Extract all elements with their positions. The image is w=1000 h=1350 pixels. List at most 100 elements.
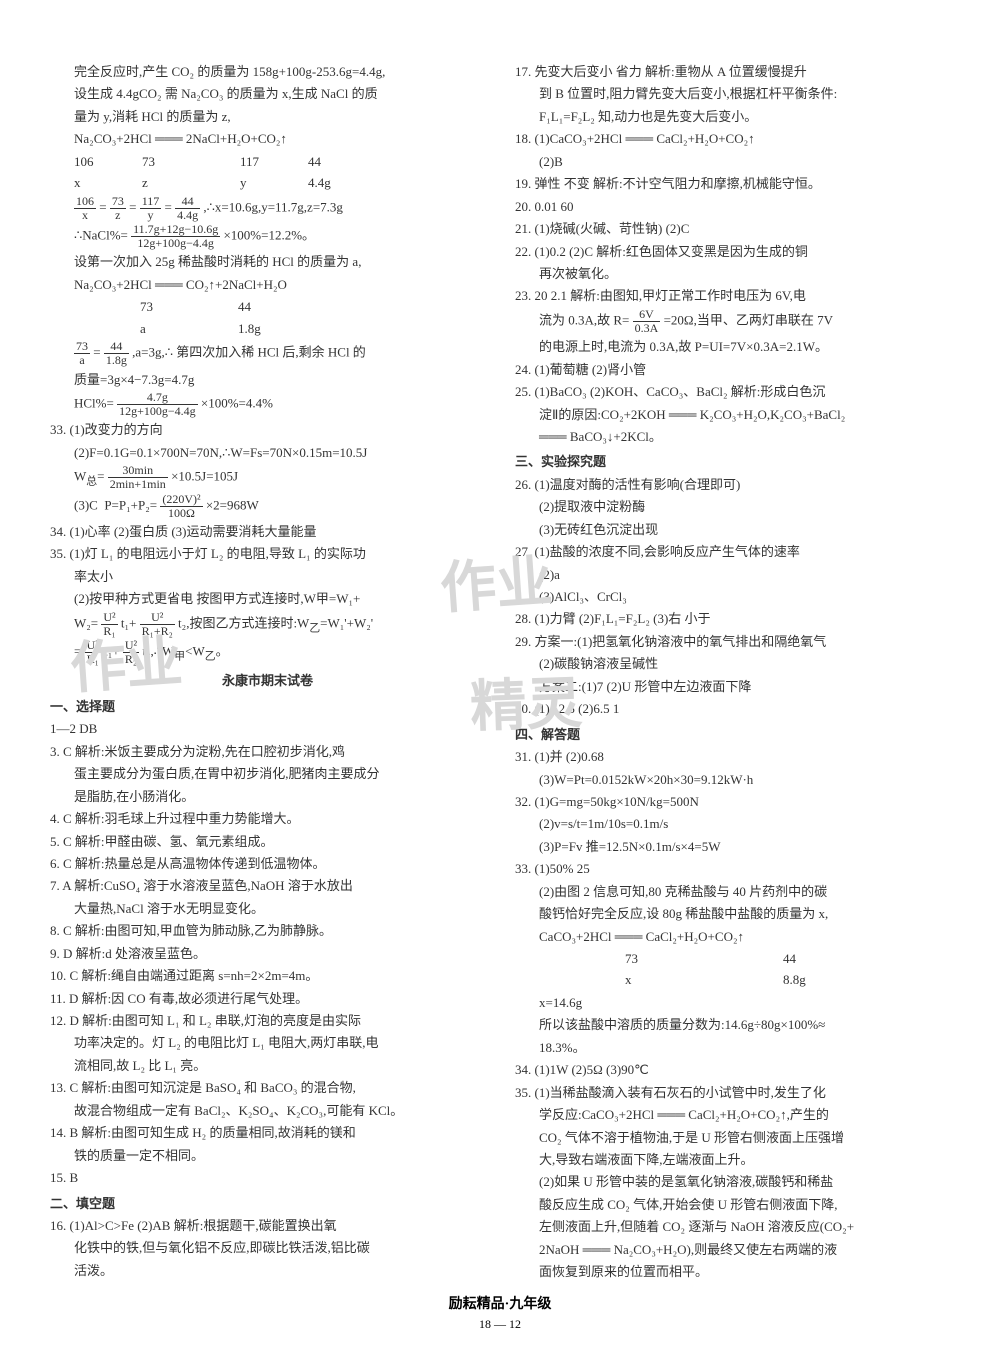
text-line: (2)按甲种方式更省电 按图甲方式连接时,W甲=W₁+ [50, 588, 485, 609]
value: 73 [625, 948, 665, 969]
answer-item: 35. (1)当稀盐酸滴入装有石灰石的小试管中时,发生了化 [515, 1082, 950, 1103]
equation: ∴NaCl%= 11.7g+12g−10.6g12g+100g−4.4g ×10… [50, 223, 485, 250]
answer-item: 33. (1)50% 25 [515, 858, 950, 879]
text-line: (2)提取液中淀粉酶 [515, 496, 950, 517]
answer-item: 3. C 解析:米饭主要成分为淀粉,先在口腔初步消化,鸡 [50, 741, 485, 762]
value: a [140, 318, 180, 339]
text-line: 大,导致右端液面下降,左端液面上升。 [515, 1149, 950, 1170]
text-line: F₁L₁=F₂L₂ 知,动力也是先变大后变小。 [515, 106, 950, 127]
text-line: 化铁中的铁,但与氧化铝不反应,即碳比铁活泼,铝比碳 [50, 1237, 485, 1258]
text-line: (2)a [515, 564, 950, 585]
text-line: (3)AlCl₃、CrCl₃ [515, 586, 950, 607]
text-line: CO₂ 气体不溶于植物油,于是 U 形管右侧液面上压强增 [515, 1127, 950, 1148]
value: y [240, 172, 280, 193]
answer-item: 33. (1)改变力的方向 [50, 419, 485, 440]
text-line: (2)碳酸钠溶液呈碱性 [515, 653, 950, 674]
text-line: 蛋主要成分为蛋白质,在胃中初步消化,肥猪肉主要成分 [50, 763, 485, 784]
equation: (3)C P=P₁+P₂= (220V)²100Ω ×2=968W [50, 493, 485, 520]
text-line: (2)B [515, 151, 950, 172]
answer-item: 4. C 解析:羽毛球上升过程中重力势能增大。 [50, 808, 485, 829]
text-line: 是脂肪,在小肠消化。 [50, 786, 485, 807]
answer-item: 26. (1)温度对酶的活性有影响(合理即可) [515, 474, 950, 495]
text-line: 设第一次加入 25g 稀盐酸时消耗的 HCl 的质量为 a, [50, 251, 485, 272]
answer-item: 1—2 DB [50, 718, 485, 739]
equation-row: 73 44 [515, 948, 950, 969]
text-line: 18.3%。 [515, 1037, 950, 1058]
answer-item: 6. C 解析:热量总是从高温物体传递到低温物体。 [50, 853, 485, 874]
text-line: (3)W=Pt=0.0152kW×20h×30=9.12kW·h [515, 769, 950, 790]
value: x [74, 172, 114, 193]
value: 44 [238, 296, 278, 317]
text-line: 功率决定的。灯 L₂ 的电阻比灯 L₁ 电阻大,两灯串联,电 [50, 1032, 485, 1053]
section-heading: 三、实验探究题 [515, 451, 950, 472]
answer-item: 9. D 解析:d 处溶液呈蓝色。 [50, 943, 485, 964]
text-line: 的电源上时,电流为 0.3A,故 P=UI=7V×0.3A=2.1W。 [515, 336, 950, 357]
text-line: 左侧液面上升,但随着 CO₂ 逐渐与 NaOH 溶液反应(CO₂+ [515, 1216, 950, 1237]
equation: HCl%= 4.7g12g+100g−4.4g ×100%=4.4% [50, 391, 485, 418]
text-line: 故混合物组成一定有 BaCl₂、K₂SO₄、K₂CO₃,可能有 KCl。 [50, 1100, 485, 1121]
answer-item: 5. C 解析:甲醛由碳、氢、氧元素组成。 [50, 831, 485, 852]
text-line: 方案二:(1)7 (2)U 形管中左边液面下降 [515, 676, 950, 697]
answer-item: 24. (1)葡萄糖 (2)肾小管 [515, 359, 950, 380]
answer-item: 35. (1)灯 L₁ 的电阻远小于灯 L₂ 的电阻,导致 L₁ 的实际功 [50, 543, 485, 564]
value: x [625, 969, 665, 990]
text-line: (2)v=s/t=1m/10s=0.1m/s [515, 813, 950, 834]
answer-item: 10. C 解析:绳自由端通过距离 s=nh=2×2m=4m。 [50, 965, 485, 986]
text-line: 酸钙恰好完全反应,设 80g 稀盐酸中盐酸的质量为 x, [515, 903, 950, 924]
page-footer: 励耘精品·九年级 18 — 12 [0, 1293, 1000, 1332]
value: z [142, 172, 182, 193]
value: 117 [240, 151, 280, 172]
section-heading: 一、选择题 [50, 696, 485, 717]
answer-item: 34. (1)1W (2)5Ω (3)90℃ [515, 1059, 950, 1080]
text-line: 流相同,故 L₂ 比 L₁ 亮。 [50, 1055, 485, 1076]
answer-item: 31. (1)并 (2)0.68 [515, 746, 950, 767]
equation: 流为 0.3A,故 R= 6V0.3A =20Ω,当甲、乙两灯串联在 7V [515, 308, 950, 335]
equation: 73a = 441.8g ,a=3g,∴ 第四次加入稀 HCl 后,剩余 HCl… [50, 340, 485, 367]
answer-item: 27. (1)盐酸的浓度不同,会影响反应产生气体的速率 [515, 541, 950, 562]
value: 73 [142, 151, 182, 172]
equation-row: a 1.8g [50, 318, 485, 339]
answer-item: 12. D 解析:由图可知 L₁ 和 L₂ 串联,灯泡的亮度是由实际 [50, 1010, 485, 1031]
text-line: 酸反应生成 CO₂ 气体,开始会使 U 形管右侧液面下降, [515, 1194, 950, 1215]
text-line: 量为 y,消耗 HCl 的质量为 z, [50, 106, 485, 127]
equation: Na₂CO₃+2HCl ═══ CO₂↑+2NaCl+H₂O [50, 274, 485, 295]
answer-item: 29. 方案一:(1)把氢氧化钠溶液中的氧气排出和隔绝氧气 [515, 631, 950, 652]
value: 73 [140, 296, 180, 317]
equation-row: x 8.8g [515, 969, 950, 990]
answer-item: 21. (1)烧碱(火碱、苛性钠) (2)C [515, 218, 950, 239]
answer-item: 34. (1)心率 (2)蛋白质 (3)运动需要消耗大量能量 [50, 521, 485, 542]
text-line: 完全反应时,产生 CO₂ 的质量为 158g+100g-253.6g=4.4g, [50, 61, 485, 82]
exam-title: 永康市期末试卷 [50, 670, 485, 691]
answer-item: 22. (1)0.2 (2)C 解析:红色固体又变黑是因为生成的铜 [515, 241, 950, 262]
value: 44 [308, 151, 348, 172]
answer-item: 8. C 解析:由图可知,甲血管为肺动脉,乙为肺静脉。 [50, 920, 485, 941]
left-column: 完全反应时,产生 CO₂ 的质量为 158g+100g-253.6g=4.4g,… [50, 60, 485, 1284]
value: 1.8g [238, 318, 278, 339]
value: 4.4g [308, 172, 348, 193]
answer-item: 25. (1)BaCO₃ (2)KOH、CaCO₃、BaCl₂ 解析:形成白色沉 [515, 381, 950, 402]
text-line: (2)如果 U 形管中装的是氢氧化钠溶液,碳酸钙和稀盐 [515, 1171, 950, 1192]
text-line: 淀Ⅱ的原因:CO₂+2KOH ═══ K₂CO₃+H₂O,K₂CO₃+BaCl₂ [515, 404, 950, 425]
text-line: 活泼。 [50, 1260, 485, 1281]
footer-title: 励耘精品·九年级 [449, 1297, 552, 1312]
answer-item: 20. 0.01 60 [515, 196, 950, 217]
text-line: 质量=3g×4−7.3g=4.7g [50, 369, 485, 390]
answer-item: 13. C 解析:由图可知沉淀是 BaSO₄ 和 BaCO₃ 的混合物, [50, 1077, 485, 1098]
equation: CaCO₃+2HCl ═══ CaCl₂+H₂O+CO₂↑ [515, 926, 950, 947]
text-line: (3)P=Fv 推=12.5N×0.1m/s×4=5W [515, 836, 950, 857]
text-line: x=14.6g [515, 992, 950, 1013]
text-line: 大量热,NaCl 溶于水无明显变化。 [50, 898, 485, 919]
answer-item: 15. B [50, 1167, 485, 1188]
right-column: 17. 先变大后变小 省力 解析:重物从 A 位置缓慢提升 到 B 位置时,阻力… [515, 60, 950, 1284]
answer-item: 30. (1)a 2.5 (2)6.5 1 [515, 698, 950, 719]
equation-row: x z y 4.4g [50, 172, 485, 193]
text-line: 率太小 [50, 566, 485, 587]
answer-item: (2)F=0.1G=0.1×700N=70N,∴W=Fs=70N×0.15m=1… [50, 442, 485, 463]
equation: 106x = 73z = 117y = 444.4g ,∴x=10.6g,y=1… [50, 195, 485, 222]
text-line: 学反应:CaCO₃+2HCl ═══ CaCl₂+H₂O+CO₂↑,产生的 [515, 1104, 950, 1125]
text-line: 再次被氧化。 [515, 263, 950, 284]
text-line: 面恢复到原来的位置而相平。 [515, 1261, 950, 1282]
equation-row: 106 73 117 44 [50, 151, 485, 172]
answer-item: 28. (1)力臂 (2)F₁L₁=F₂L₂ (3)右 小于 [515, 608, 950, 629]
equation: W总= 30min2min+1min ×10.5J=105J [50, 464, 485, 491]
